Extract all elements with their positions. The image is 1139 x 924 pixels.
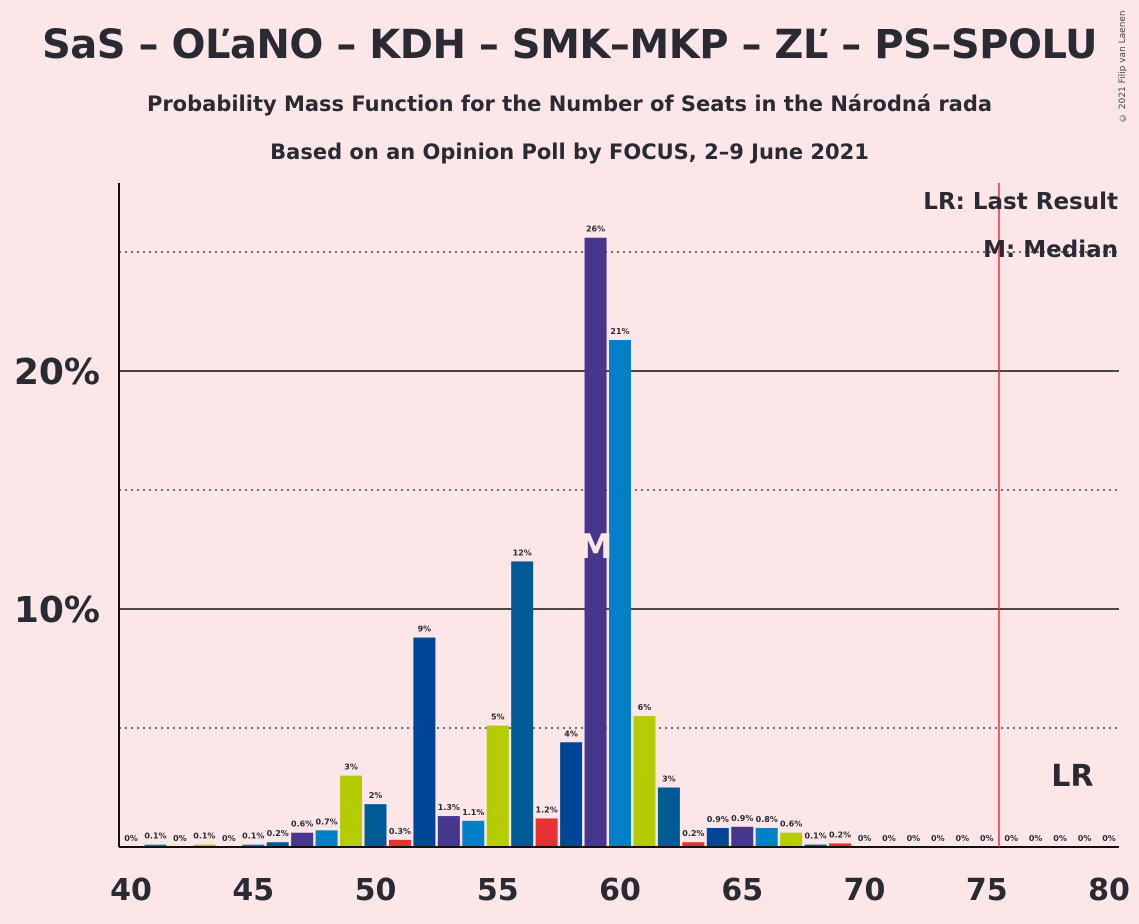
bar-seat-66 bbox=[755, 827, 778, 847]
bar-label: 0% bbox=[173, 834, 187, 843]
bar-label: 0% bbox=[1078, 834, 1092, 843]
x-tick-label: 45 bbox=[232, 873, 274, 908]
bar-label: 0.7% bbox=[316, 817, 338, 826]
legend-last-result: LR: Last Result bbox=[923, 189, 1118, 215]
x-tick-label: 50 bbox=[355, 873, 397, 908]
bar-label: 1.1% bbox=[462, 808, 484, 817]
bar-seat-55 bbox=[486, 725, 509, 847]
bar-seat-63 bbox=[682, 842, 705, 847]
bar-seat-60 bbox=[609, 340, 631, 847]
bar-seat-65 bbox=[731, 826, 754, 847]
bar-label: 0% bbox=[222, 834, 236, 843]
bar-label: 0.9% bbox=[731, 814, 753, 823]
bar-label: 26% bbox=[586, 225, 605, 234]
legend-median: M: Median bbox=[983, 237, 1118, 263]
bar-label: 0% bbox=[124, 834, 138, 843]
bar-label: 0.1% bbox=[144, 832, 166, 841]
bar-seat-67 bbox=[780, 832, 803, 847]
bar-label: 12% bbox=[513, 548, 532, 557]
axes: 40 45 50 55 60 65 70 75 80 10% 20% bbox=[14, 183, 1130, 908]
bar-label: 0% bbox=[1004, 834, 1018, 843]
chart-subtitle: Probability Mass Function for the Number… bbox=[146, 92, 993, 116]
x-tick-label: 75 bbox=[966, 873, 1008, 908]
bars bbox=[144, 237, 852, 848]
bar-seat-53 bbox=[437, 816, 460, 847]
x-tick-label: 55 bbox=[477, 873, 519, 908]
bar-seat-50 bbox=[364, 804, 387, 847]
bar-label: 0.2% bbox=[682, 829, 704, 838]
bar-label: 1.2% bbox=[536, 805, 558, 814]
bar-seat-48 bbox=[315, 830, 338, 847]
bar-label: 0.3% bbox=[389, 827, 411, 836]
bar-label: 0% bbox=[956, 834, 970, 843]
bar-label: 0.1% bbox=[242, 832, 264, 841]
y-tick-label: 10% bbox=[14, 590, 100, 631]
bar-label: 1.3% bbox=[438, 803, 460, 812]
x-tick-label: 65 bbox=[721, 873, 763, 908]
bar-seat-46 bbox=[266, 842, 289, 847]
bar-label: 0% bbox=[907, 834, 921, 843]
bar-label: 2% bbox=[369, 791, 383, 800]
y-tick-label: 20% bbox=[14, 352, 100, 393]
bar-seat-62 bbox=[657, 787, 680, 847]
bar-labels: 0.1% 0.1% 0.1% 0.2%0.6% 0.7%3%2%0.3%9%1.3%1.… bbox=[124, 225, 1116, 843]
bar-seat-59 bbox=[584, 237, 607, 848]
bar-label: 3% bbox=[344, 763, 358, 772]
bar-seat-58 bbox=[560, 742, 583, 847]
x-tick-label: 80 bbox=[1088, 873, 1130, 908]
bar-label: 0.9% bbox=[707, 815, 729, 824]
bar-label: 9% bbox=[418, 625, 432, 634]
bar-seat-68 bbox=[804, 844, 827, 847]
bar-seat-69 bbox=[829, 843, 852, 847]
chart-source: Based on an Opinion Poll by FOCUS, 2–9 J… bbox=[270, 140, 869, 164]
bar-label: 0% bbox=[882, 834, 896, 843]
bar-label: 0% bbox=[858, 834, 872, 843]
x-tick-label: 60 bbox=[599, 873, 641, 908]
bar-seat-57 bbox=[535, 818, 558, 847]
bar-seat-49 bbox=[340, 775, 363, 847]
bar-label: 0.2% bbox=[267, 829, 289, 838]
x-tick-label: 40 bbox=[110, 873, 152, 908]
median-marker: M bbox=[579, 527, 613, 567]
bar-label: 4% bbox=[564, 729, 578, 738]
bar-seat-54 bbox=[462, 820, 485, 847]
bar-label: 0% bbox=[1102, 834, 1116, 843]
bar-seat-64 bbox=[706, 827, 729, 847]
bar-seat-43 bbox=[193, 844, 216, 847]
bar-seat-56 bbox=[511, 561, 534, 847]
bar-label: 0% bbox=[1053, 834, 1067, 843]
bar-seat-45 bbox=[242, 844, 265, 847]
bar-seat-51 bbox=[388, 839, 411, 847]
last-result-marker: LR bbox=[1051, 759, 1093, 794]
bar-label: 21% bbox=[610, 327, 629, 336]
bar-seat-41 bbox=[144, 844, 167, 847]
chart-title: SaS – OĽaNO – KDH – SMK–MKP – ZĽ – PS–SP… bbox=[41, 22, 1098, 68]
bar-label: 0.8% bbox=[756, 815, 778, 824]
bar-seat-47 bbox=[291, 832, 314, 847]
bar-label: 3% bbox=[662, 775, 676, 784]
bar-label: 0% bbox=[1029, 834, 1043, 843]
x-tick-label: 70 bbox=[844, 873, 886, 908]
bar-label: 0.2% bbox=[829, 830, 851, 839]
bar-label: 0% bbox=[931, 834, 945, 843]
bar-label: 0.6% bbox=[291, 820, 313, 829]
bar-label: 5% bbox=[491, 713, 505, 722]
bar-label: 0.1% bbox=[805, 832, 827, 841]
bar-label: 0% bbox=[980, 834, 994, 843]
bar-label: 0.6% bbox=[780, 820, 802, 829]
bar-seat-52 bbox=[413, 637, 436, 847]
bar-label: 0.1% bbox=[193, 832, 215, 841]
bar-label: 6% bbox=[638, 703, 652, 712]
bar-seat-61 bbox=[633, 716, 656, 847]
